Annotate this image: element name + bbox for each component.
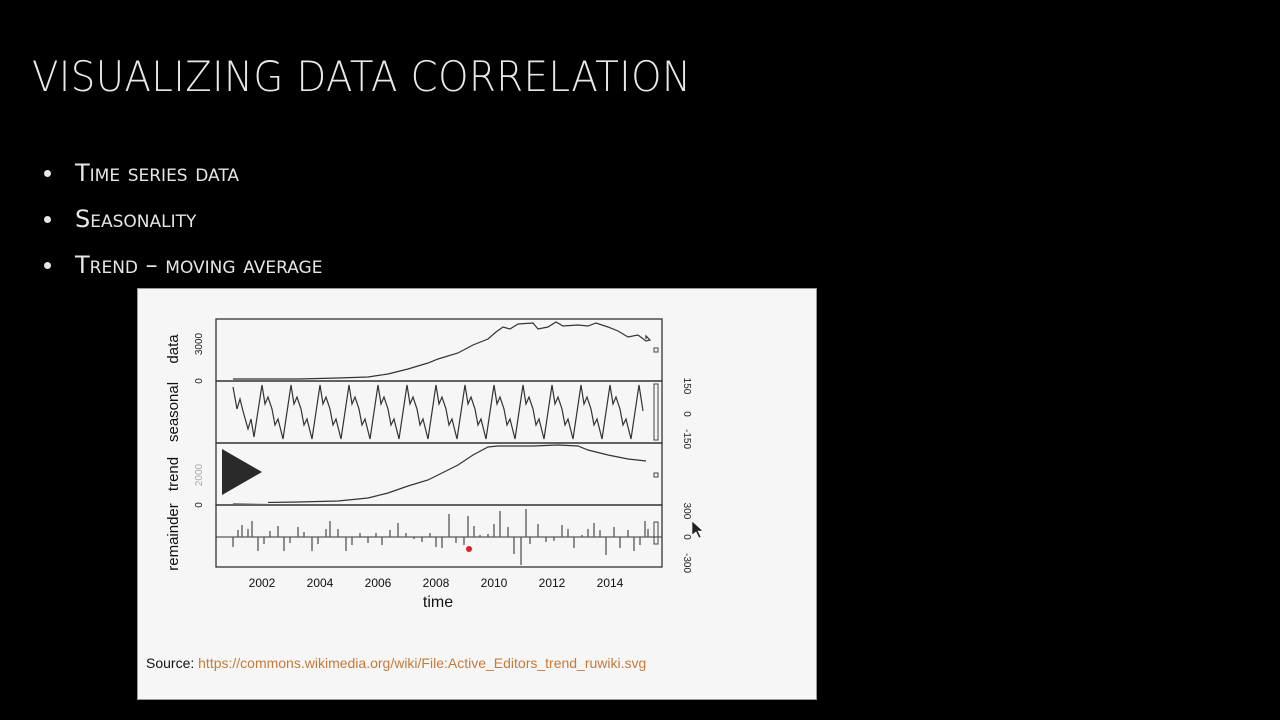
svg-text:3000: 3000 bbox=[194, 332, 205, 355]
svg-text:0: 0 bbox=[681, 411, 692, 417]
bullet-icon bbox=[44, 261, 51, 269]
svg-text:300: 300 bbox=[681, 503, 692, 520]
svg-text:seasonal: seasonal bbox=[165, 382, 182, 442]
stl-decomposition-figure: 0 3000 0 2000 150 0 -150 300 0 -300 data… bbox=[137, 288, 817, 700]
svg-text:2000: 2000 bbox=[194, 463, 205, 486]
svg-text:2012: 2012 bbox=[539, 576, 566, 590]
stl-chart: 0 3000 0 2000 150 0 -150 300 0 -300 data… bbox=[165, 318, 692, 611]
bullet-icon bbox=[44, 215, 51, 223]
svg-text:2008: 2008 bbox=[423, 576, 450, 590]
mouse-cursor-icon bbox=[692, 521, 704, 539]
svg-text:2014: 2014 bbox=[597, 576, 624, 590]
bullet-item: Seasonality bbox=[44, 196, 322, 242]
svg-text:150: 150 bbox=[681, 378, 692, 395]
svg-text:0: 0 bbox=[194, 502, 205, 508]
svg-text:-150: -150 bbox=[681, 429, 692, 449]
svg-text:remainder: remainder bbox=[165, 503, 182, 571]
bullet-icon bbox=[44, 169, 51, 177]
source-link[interactable]: https://commons.wikimedia.org/wiki/File:… bbox=[198, 655, 647, 671]
svg-text:data: data bbox=[165, 334, 182, 364]
slide-title: VISUALIZING DATA CORRELATION bbox=[32, 52, 692, 101]
svg-text:time: time bbox=[423, 594, 453, 611]
svg-text:2010: 2010 bbox=[481, 576, 508, 590]
bullet-item: Time series data bbox=[44, 150, 322, 196]
bullet-list: Time series data Seasonality Trend – mov… bbox=[44, 150, 322, 288]
svg-text:2006: 2006 bbox=[365, 576, 392, 590]
svg-text:2002: 2002 bbox=[249, 576, 276, 590]
svg-text:0: 0 bbox=[681, 534, 692, 540]
svg-text:-300: -300 bbox=[681, 553, 692, 573]
source-caption: Source: https://commons.wikimedia.org/wi… bbox=[146, 655, 647, 671]
svg-text:trend: trend bbox=[165, 457, 182, 491]
svg-text:2004: 2004 bbox=[307, 576, 334, 590]
play-icon[interactable] bbox=[218, 445, 268, 503]
svg-text:0: 0 bbox=[194, 378, 205, 384]
bullet-item: Trend – moving average bbox=[44, 242, 322, 288]
